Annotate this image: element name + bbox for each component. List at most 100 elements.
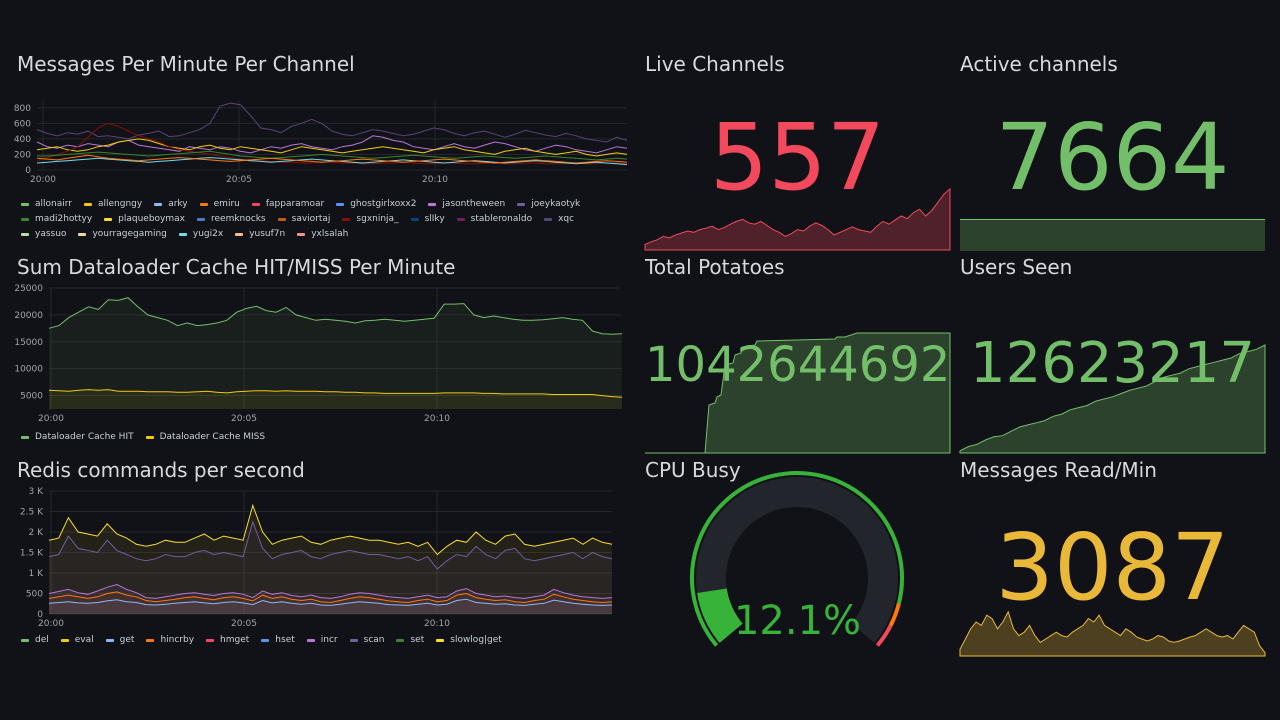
messages-read-value: 3087 xyxy=(995,514,1230,621)
y-tick-label: 1 K xyxy=(29,569,45,579)
legend-item[interactable]: hset xyxy=(261,635,295,645)
legend-item[interactable]: allengngy xyxy=(83,199,142,209)
legend-item[interactable]: plaqueboymax xyxy=(104,214,185,224)
series-line[interactable] xyxy=(36,135,628,154)
redis-chart[interactable]: 0 500 1 K 1.5 K 2 K 2.5 K 3 K 20:00 20:05 20:10 xyxy=(17,487,629,629)
y-tick-label: 15000 xyxy=(14,338,43,348)
legend-item[interactable]: joeykaotyk xyxy=(517,199,580,209)
panel-title: CPU Busy xyxy=(645,458,741,482)
legend-item[interactable]: arky xyxy=(154,199,188,209)
legend-label: Dataloader Cache HIT xyxy=(35,432,134,442)
legend-item[interactable]: Dataloader Cache HIT xyxy=(21,432,134,442)
legend-item[interactable]: get xyxy=(105,635,135,645)
redis-commands-panel: Redis commands per second 0 500 1 K 1.5 K 2 … xyxy=(17,458,629,654)
legend-swatch xyxy=(60,638,69,642)
legend-label: stableronaldo xyxy=(470,214,533,224)
y-tick-label: 1.5 K xyxy=(20,549,44,559)
legend-swatch xyxy=(104,217,113,221)
legend-item[interactable]: jasontheween xyxy=(428,199,505,209)
legend-item[interactable]: yourragegaming xyxy=(78,229,167,239)
series-line[interactable] xyxy=(36,102,628,143)
legend-label: jasontheween xyxy=(442,199,506,209)
legend-item[interactable]: madi2hottyy xyxy=(21,214,92,224)
legend-item[interactable]: stableronaldo xyxy=(456,214,533,224)
legend-item[interactable]: xqc xyxy=(544,214,574,224)
series-line[interactable] xyxy=(48,591,613,604)
legend-item[interactable]: yusuf7n xyxy=(235,229,285,239)
legend-item[interactable]: reemknocks xyxy=(197,214,266,224)
legend-item[interactable]: yugi2x xyxy=(178,229,223,239)
series-area xyxy=(49,505,612,614)
series-area xyxy=(49,599,612,614)
legend-swatch xyxy=(105,638,114,642)
series-line[interactable] xyxy=(36,154,628,164)
legend-item[interactable]: yxlsalah xyxy=(297,229,348,239)
legend-item[interactable]: hincrby xyxy=(146,635,194,645)
legend-swatch xyxy=(544,217,553,221)
series-line[interactable] xyxy=(36,138,628,157)
legend-item[interactable]: Dataloader Cache MISS xyxy=(145,432,265,442)
legend-item[interactable]: allonairr xyxy=(21,199,72,209)
users-seen-sparkline xyxy=(959,344,1266,454)
legend-label: eval xyxy=(74,635,94,645)
series-line[interactable] xyxy=(36,122,628,165)
legend-swatch xyxy=(78,232,87,236)
legend-item[interactable]: yassuo xyxy=(21,229,66,239)
series-line[interactable] xyxy=(48,503,613,556)
panel-title: Messages Per Minute Per Channel xyxy=(17,52,355,76)
legend-label: joeykaotyk xyxy=(531,199,581,209)
legend-item[interactable]: eval xyxy=(60,635,94,645)
panel-title: Redis commands per second xyxy=(17,458,305,482)
legend-item[interactable]: scan xyxy=(349,635,384,645)
legend-item[interactable]: emiru xyxy=(199,199,240,209)
total-potatoes-value: 1042644692 xyxy=(645,337,951,393)
legend-item[interactable]: slIky xyxy=(410,214,445,224)
messages-chart[interactable]: 0 200 400 600 800 20:00 20:05 20:10 xyxy=(14,94,629,214)
y-tick-label: 500 xyxy=(26,590,43,600)
series-line[interactable] xyxy=(48,297,623,335)
x-tick-label: 20:10 xyxy=(422,175,448,185)
legend-item[interactable]: fapparamoar xyxy=(251,199,324,209)
x-tick-label: 20:05 xyxy=(231,619,257,629)
live-channels-panel: Live Channels 557 xyxy=(644,52,951,251)
legend-swatch xyxy=(251,202,260,206)
legend-swatch xyxy=(396,638,405,642)
legend-item[interactable]: saviortaj xyxy=(277,214,331,224)
x-tick-label: 20:00 xyxy=(30,175,56,185)
legend-label: yusuf7n xyxy=(249,229,286,239)
legend-item[interactable]: del xyxy=(21,635,49,645)
legend-item[interactable]: set xyxy=(396,635,424,645)
series-line[interactable] xyxy=(48,389,623,398)
messages-per-minute-panel: Messages Per Minute Per Channel 0 200 400 6… xyxy=(14,52,629,248)
cpu-busy-gauge xyxy=(690,471,904,647)
cache-chart[interactable]: 5000 10000 15000 20000 25000 20:00 20:05 20:10 xyxy=(14,284,629,425)
y-tick-label: 0 xyxy=(37,610,43,620)
y-tick-label: 20000 xyxy=(14,311,43,321)
legend-label: yassuo xyxy=(35,229,67,239)
total-potatoes-panel: Total Potatoes 1042644692 xyxy=(645,255,951,454)
series-line[interactable] xyxy=(48,520,613,570)
y-tick-label: 400 xyxy=(14,135,31,145)
series-line[interactable] xyxy=(37,150,628,161)
legend-swatch xyxy=(21,435,29,439)
series-line[interactable] xyxy=(48,583,613,599)
series-line[interactable] xyxy=(36,157,628,166)
messages-legend: allonairr allengngy arky emiru fapparamoar gh… xyxy=(21,199,621,239)
legend-item[interactable]: incr xyxy=(306,635,338,645)
legend-item[interactable]: sgxninja_ xyxy=(342,214,399,224)
legend-label: incr xyxy=(320,635,338,645)
x-tick-label: 20:10 xyxy=(424,414,450,424)
legend-swatch xyxy=(83,202,92,206)
legend-item[interactable]: ghostgirlxoxx2 xyxy=(336,199,416,209)
legend-label: get xyxy=(119,635,135,645)
legend-item[interactable]: slowlog|get xyxy=(436,635,502,645)
redis-legend: del eval get hincrby hmget hset incr scan set slo… xyxy=(21,635,621,645)
series-line[interactable] xyxy=(48,598,613,606)
active-channels-value: 7664 xyxy=(995,104,1230,211)
legend-item[interactable]: hmget xyxy=(206,635,249,645)
legend-swatch xyxy=(206,638,215,642)
y-tick-label: 800 xyxy=(14,104,31,114)
legend-label: saviortaj xyxy=(291,214,331,224)
x-tick-label: 20:10 xyxy=(424,619,450,629)
panel-title: Messages Read/Min xyxy=(960,458,1157,482)
